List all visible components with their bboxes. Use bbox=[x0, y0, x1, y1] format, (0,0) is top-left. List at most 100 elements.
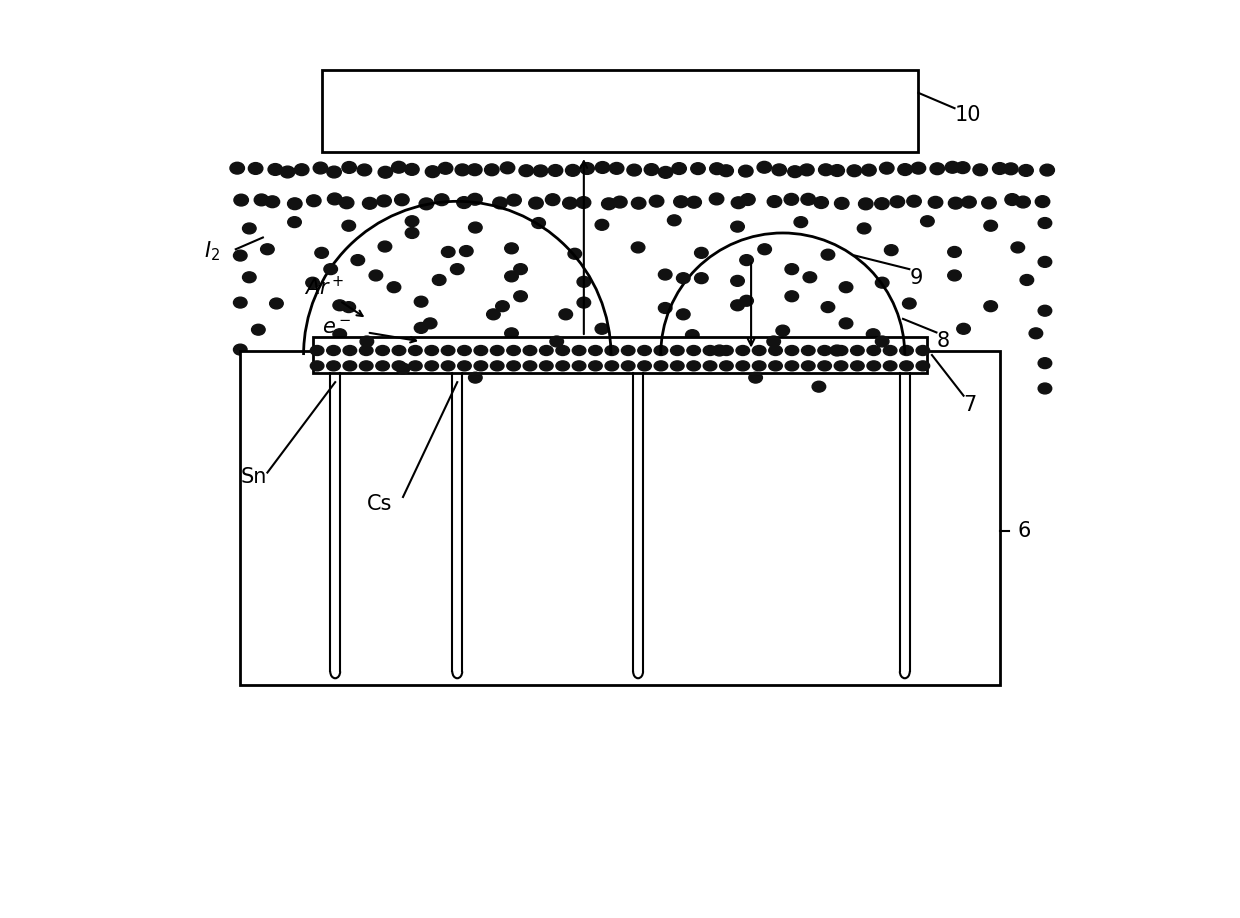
Ellipse shape bbox=[589, 345, 603, 355]
Ellipse shape bbox=[288, 217, 301, 228]
Ellipse shape bbox=[672, 162, 686, 174]
Ellipse shape bbox=[813, 196, 828, 208]
Ellipse shape bbox=[595, 219, 609, 230]
Ellipse shape bbox=[294, 163, 309, 175]
Ellipse shape bbox=[694, 248, 708, 258]
Ellipse shape bbox=[456, 196, 471, 208]
Ellipse shape bbox=[310, 361, 324, 371]
Ellipse shape bbox=[835, 197, 849, 209]
Ellipse shape bbox=[687, 196, 702, 208]
Ellipse shape bbox=[687, 345, 701, 355]
Ellipse shape bbox=[580, 162, 594, 174]
Ellipse shape bbox=[785, 291, 799, 302]
Ellipse shape bbox=[920, 216, 934, 227]
Text: 8: 8 bbox=[936, 331, 950, 352]
Ellipse shape bbox=[408, 361, 422, 371]
Ellipse shape bbox=[821, 302, 835, 312]
Ellipse shape bbox=[326, 345, 340, 355]
Ellipse shape bbox=[709, 162, 724, 174]
Ellipse shape bbox=[387, 357, 401, 368]
Ellipse shape bbox=[830, 164, 844, 176]
Ellipse shape bbox=[288, 198, 303, 209]
Ellipse shape bbox=[851, 361, 864, 371]
Ellipse shape bbox=[469, 372, 482, 383]
Ellipse shape bbox=[229, 162, 244, 174]
Ellipse shape bbox=[874, 197, 889, 209]
Ellipse shape bbox=[658, 166, 673, 178]
Ellipse shape bbox=[740, 296, 754, 307]
Ellipse shape bbox=[310, 345, 324, 355]
Ellipse shape bbox=[1011, 242, 1024, 252]
Ellipse shape bbox=[691, 162, 706, 174]
Ellipse shape bbox=[425, 166, 440, 177]
Ellipse shape bbox=[962, 196, 976, 208]
Ellipse shape bbox=[645, 163, 658, 175]
Ellipse shape bbox=[523, 345, 537, 355]
Ellipse shape bbox=[505, 328, 518, 339]
Ellipse shape bbox=[467, 163, 482, 175]
Ellipse shape bbox=[801, 345, 815, 355]
Ellipse shape bbox=[740, 194, 755, 206]
Ellipse shape bbox=[719, 361, 733, 371]
Ellipse shape bbox=[957, 323, 971, 334]
Ellipse shape bbox=[306, 277, 320, 288]
Ellipse shape bbox=[929, 196, 942, 208]
Ellipse shape bbox=[1019, 164, 1033, 176]
Bar bbox=[312, 337, 928, 373]
Ellipse shape bbox=[507, 361, 521, 371]
Ellipse shape bbox=[785, 345, 799, 355]
Ellipse shape bbox=[740, 254, 754, 265]
Ellipse shape bbox=[818, 361, 832, 371]
Ellipse shape bbox=[719, 345, 733, 355]
Ellipse shape bbox=[851, 345, 864, 355]
Ellipse shape bbox=[233, 250, 247, 261]
Ellipse shape bbox=[911, 162, 925, 174]
Text: 9: 9 bbox=[909, 268, 923, 288]
Ellipse shape bbox=[340, 197, 353, 208]
Ellipse shape bbox=[835, 345, 848, 355]
Ellipse shape bbox=[658, 303, 672, 313]
Ellipse shape bbox=[254, 194, 269, 206]
Ellipse shape bbox=[839, 318, 853, 329]
Ellipse shape bbox=[784, 194, 799, 206]
Text: Cs: Cs bbox=[367, 494, 392, 514]
Ellipse shape bbox=[556, 361, 569, 371]
Ellipse shape bbox=[930, 162, 945, 174]
Ellipse shape bbox=[818, 164, 833, 175]
Ellipse shape bbox=[900, 345, 914, 355]
Ellipse shape bbox=[248, 162, 263, 174]
Ellipse shape bbox=[505, 271, 518, 282]
Ellipse shape bbox=[883, 345, 897, 355]
Ellipse shape bbox=[324, 263, 337, 274]
Ellipse shape bbox=[327, 166, 341, 178]
Ellipse shape bbox=[315, 248, 329, 258]
Ellipse shape bbox=[414, 322, 428, 333]
Ellipse shape bbox=[749, 372, 763, 383]
Ellipse shape bbox=[686, 330, 699, 341]
Text: $I_2$: $I_2$ bbox=[205, 240, 221, 263]
Ellipse shape bbox=[900, 361, 914, 371]
Ellipse shape bbox=[568, 249, 582, 259]
Ellipse shape bbox=[867, 329, 880, 340]
Ellipse shape bbox=[703, 361, 717, 371]
Ellipse shape bbox=[234, 195, 248, 206]
Ellipse shape bbox=[243, 223, 257, 234]
Ellipse shape bbox=[342, 162, 356, 174]
Ellipse shape bbox=[233, 297, 247, 308]
Ellipse shape bbox=[637, 345, 651, 355]
Ellipse shape bbox=[474, 345, 487, 355]
Ellipse shape bbox=[658, 269, 672, 280]
Ellipse shape bbox=[392, 345, 405, 355]
Ellipse shape bbox=[730, 300, 744, 310]
Ellipse shape bbox=[713, 352, 727, 363]
Ellipse shape bbox=[627, 164, 641, 176]
Ellipse shape bbox=[496, 301, 510, 311]
Ellipse shape bbox=[945, 162, 960, 174]
Ellipse shape bbox=[314, 162, 327, 174]
Ellipse shape bbox=[1016, 196, 1030, 207]
Ellipse shape bbox=[768, 196, 781, 207]
Ellipse shape bbox=[655, 361, 667, 371]
Ellipse shape bbox=[769, 345, 782, 355]
Ellipse shape bbox=[500, 162, 515, 174]
Ellipse shape bbox=[342, 302, 356, 312]
